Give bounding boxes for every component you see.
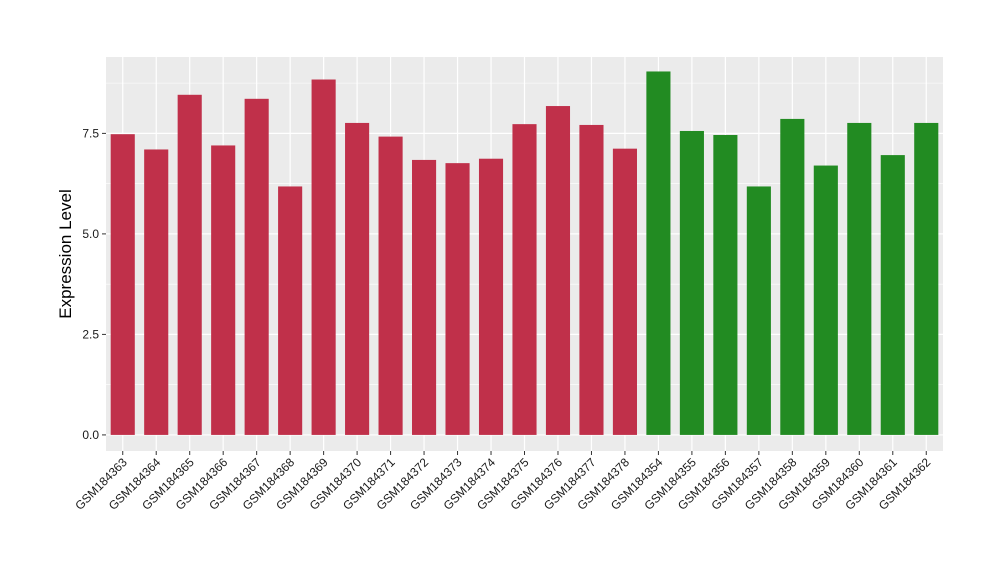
bar — [847, 122, 872, 435]
bar — [679, 130, 704, 435]
bar — [144, 149, 169, 435]
bar — [512, 124, 537, 435]
y-tick-label: 5.0 — [82, 227, 99, 241]
bar — [445, 163, 470, 435]
bar — [211, 145, 236, 435]
y-axis-title: Expression Level — [56, 189, 75, 318]
x-axis-ticks: GSM184363GSM184364GSM184365GSM184366GSM1… — [72, 451, 934, 513]
bar — [813, 165, 838, 435]
bar — [780, 118, 805, 435]
bars — [110, 71, 939, 435]
bar — [880, 155, 905, 435]
bar — [278, 186, 303, 435]
bar — [746, 186, 771, 435]
bar — [612, 148, 637, 435]
bar — [378, 136, 403, 435]
bar — [345, 122, 370, 435]
y-axis-ticks: 0.0 2.5 5.0 7.5 — [82, 126, 106, 442]
bar — [713, 134, 738, 435]
bar — [646, 71, 671, 435]
y-tick-label: 0.0 — [82, 428, 99, 442]
bar — [579, 124, 604, 435]
bar — [412, 159, 437, 435]
bar — [177, 94, 202, 435]
bar — [914, 122, 939, 435]
bar — [311, 79, 336, 435]
bar — [545, 106, 571, 435]
bar — [478, 158, 504, 435]
y-tick-label: 7.5 — [82, 126, 99, 140]
y-tick-label: 2.5 — [82, 327, 99, 341]
bar — [110, 134, 135, 435]
bar — [244, 98, 269, 435]
